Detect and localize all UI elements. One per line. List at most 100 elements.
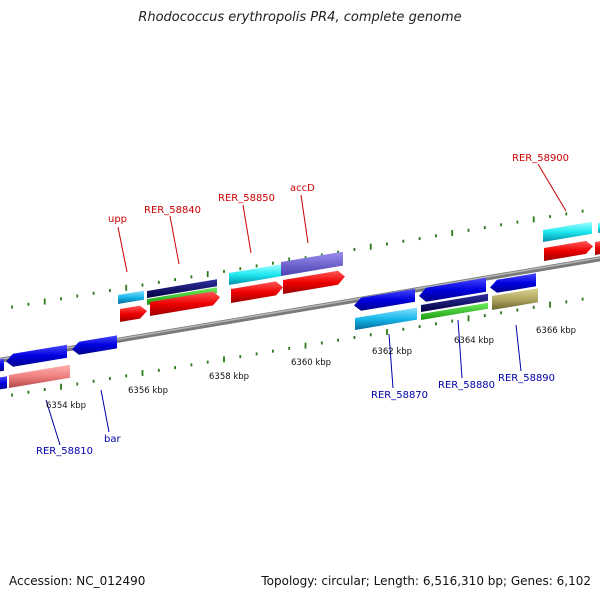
gene-label-bar[interactable]: bar — [104, 434, 121, 445]
leader-rer-58810 — [45, 399, 61, 446]
gene-rer-58900-box[interactable] — [543, 221, 592, 242]
gene-rer-58880-domain[interactable] — [421, 293, 488, 312]
lower-tick — [109, 377, 111, 381]
lower-tick — [532, 305, 535, 309]
lower-tick — [304, 342, 307, 349]
gene-accd-arrow[interactable] — [283, 270, 345, 294]
lower-tick — [581, 297, 584, 301]
lower-tick — [500, 311, 502, 315]
leader-rer-58900 — [537, 163, 567, 212]
upper-tick — [174, 278, 176, 282]
gene-rer-58890-box[interactable] — [492, 288, 538, 310]
lower-tick — [402, 327, 405, 331]
gene-rer-58810-arrow[interactable] — [6, 344, 67, 367]
gene-rer-58850-arrow[interactable] — [231, 281, 283, 303]
upper-tick — [109, 289, 111, 293]
tick-label-6360: 6360 kbp — [291, 358, 331, 368]
gene-rer-58880-domain2[interactable] — [421, 302, 488, 320]
upper-tick — [11, 305, 13, 309]
lower-tick — [190, 363, 193, 367]
gene-label-rer-58890[interactable]: RER_58890 — [498, 373, 555, 384]
upper-tick — [272, 261, 274, 265]
gene-left-edge-arrow[interactable] — [0, 358, 4, 372]
tick-label-6366: 6366 kbp — [536, 326, 576, 336]
accession-text: Accession: NC_012490 — [9, 574, 146, 588]
lower-tick — [60, 383, 62, 390]
gene-label-rer-58850[interactable]: RER_58850 — [218, 193, 275, 204]
tick-label-6354: 6354 kbp — [46, 401, 86, 411]
upper-tick — [467, 228, 470, 232]
upper-tick — [157, 280, 160, 284]
gene-rer-58810-box[interactable] — [9, 364, 70, 388]
upper-tick — [255, 264, 258, 268]
upper-tick — [500, 223, 502, 227]
lower-tick — [141, 370, 144, 377]
labels: 6354 kbp 6356 kbp 6358 kbp 6360 kbp 6362… — [36, 153, 576, 457]
gene-label-rer-58880[interactable]: RER_58880 — [438, 380, 495, 391]
gene-rer-58870-box[interactable] — [355, 307, 417, 330]
upper-tick — [60, 297, 62, 301]
gene-label-rer-58870[interactable]: RER_58870 — [371, 390, 428, 401]
lower-tick — [467, 315, 470, 322]
gene-label-rer-58810[interactable]: RER_58810 — [36, 446, 93, 457]
upper-tick — [223, 269, 225, 273]
gene-rer-58880-arrow[interactable] — [419, 277, 486, 302]
lower-tick — [157, 368, 160, 372]
tick-label-6362: 6362 kbp — [372, 347, 412, 357]
tick-label-6358: 6358 kbp — [209, 372, 249, 382]
gene-accd-box[interactable] — [281, 251, 343, 276]
lower-tick — [320, 341, 323, 345]
tick-marks — [11, 209, 584, 397]
upper-tick — [516, 220, 519, 224]
upper-tick — [125, 284, 128, 291]
leader-rer-58880 — [457, 319, 463, 379]
lower-tick — [435, 322, 437, 326]
upper-tick — [76, 294, 79, 298]
lower-tick — [451, 319, 454, 323]
upper-tick — [549, 215, 551, 219]
upper-tick — [337, 250, 339, 254]
gene-bar-arrow[interactable] — [72, 335, 117, 355]
lower-tick — [76, 382, 79, 386]
upper-tick — [304, 256, 307, 260]
lower-tick — [255, 352, 258, 356]
gene-upp-box[interactable] — [118, 290, 144, 304]
tick-label-6356: 6356 kbp — [128, 386, 168, 396]
upper-tick — [92, 291, 95, 295]
gene-label-rer-58900[interactable]: RER_58900 — [512, 153, 569, 164]
gene-rer-58900-arrow[interactable] — [544, 240, 593, 261]
gene-rer-58840-arrow[interactable] — [150, 291, 220, 316]
lower-tick — [223, 356, 225, 363]
lower-tick — [11, 393, 13, 397]
gene-edge-arrow[interactable] — [595, 241, 600, 255]
genome-info-text: Topology: circular; Length: 6,516,310 bp… — [261, 574, 591, 588]
gene-label-accd[interactable]: accD — [290, 183, 315, 194]
gene-rer-58890-arrow[interactable] — [490, 273, 536, 293]
lower-tick — [418, 325, 421, 329]
lower-tick — [174, 366, 176, 370]
lower-tick — [27, 390, 30, 394]
upper-tick — [141, 283, 144, 287]
gene-rer-58870-arrow[interactable] — [354, 288, 415, 311]
lower-tick — [337, 338, 339, 342]
gene-label-upp[interactable]: upp — [108, 214, 127, 225]
upper-tick — [190, 275, 193, 279]
upper-tick — [451, 230, 454, 237]
lower-tick — [369, 333, 372, 337]
leader-rer-58870 — [388, 333, 394, 389]
upper-tick — [288, 257, 291, 264]
lower-tick — [43, 388, 46, 392]
upper-tick — [43, 298, 46, 305]
upper-tick — [402, 239, 405, 243]
upper-tick — [353, 247, 356, 251]
lower-tick — [125, 374, 128, 378]
leader-upp — [117, 226, 128, 273]
lower-tick — [549, 301, 551, 308]
gene-rer-58850-box[interactable] — [229, 264, 281, 285]
gene-left-edge-box[interactable] — [0, 376, 7, 390]
gene-rer-58840-domain[interactable] — [147, 279, 217, 298]
upper-tick — [206, 271, 209, 278]
gene-label-rer-58840[interactable]: RER_58840 — [144, 205, 201, 216]
gene-upp-arrow[interactable] — [120, 305, 147, 322]
